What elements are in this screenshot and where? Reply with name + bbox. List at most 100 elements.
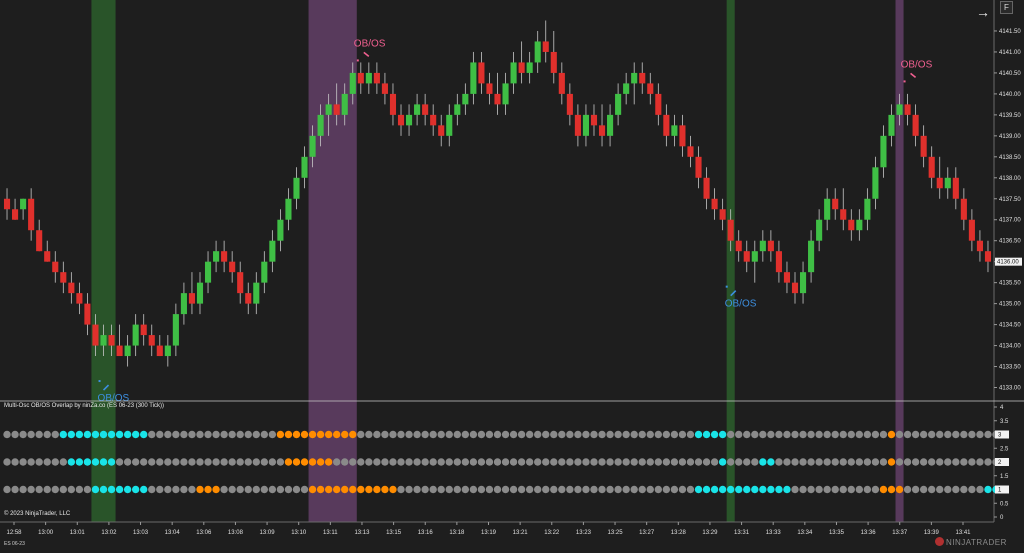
oscillator-dot [509, 485, 518, 494]
flag-button[interactable]: F [1000, 1, 1013, 14]
candle-body [148, 335, 155, 346]
oscillator-dot [847, 430, 855, 439]
row-level-box [995, 485, 1009, 494]
candle [631, 62, 638, 105]
copyright-text: © 2023 NinjaTrader, LLC [4, 511, 71, 517]
candle-body [502, 83, 509, 105]
candle-body [598, 125, 606, 136]
oscillator-dot [646, 430, 654, 439]
candle-body [277, 219, 284, 241]
oscillator-dot [180, 485, 188, 494]
oscillator-dot [694, 458, 703, 466]
oscillator-dot [123, 430, 132, 439]
candle-body [494, 93, 501, 105]
oscillator-dot [919, 430, 928, 439]
candle [84, 293, 91, 336]
oscillator-dot [911, 485, 920, 494]
oscillator-dot [887, 458, 896, 466]
candle-body [108, 335, 115, 346]
oscillator-dot [172, 485, 180, 494]
time-tick-label: 13:06 [196, 530, 212, 536]
oscillator-dot [268, 458, 277, 466]
candle [245, 282, 252, 315]
price-tick-label: 4136.50 [999, 239, 1021, 245]
ob-os-zone-0 [91, 0, 116, 522]
oscillator-dot [654, 485, 663, 494]
oscillator-dot [542, 485, 550, 494]
candle [188, 272, 196, 315]
oscillator-dot [252, 430, 260, 439]
candle-body [526, 62, 533, 73]
candle-body [269, 240, 276, 262]
annotation-arrow [363, 51, 370, 58]
ob-os-zone-1 [308, 0, 357, 522]
candle [261, 251, 268, 294]
time-tick-label: 13:36 [861, 530, 877, 536]
ob-os-zone-2 [726, 0, 735, 522]
candle-body [301, 156, 308, 178]
candle [229, 251, 236, 283]
oscillator-dot [791, 430, 799, 439]
oscillator-dot [308, 430, 317, 439]
candle [775, 240, 782, 283]
oscillator-dot [807, 485, 815, 494]
oscillator-dot [413, 430, 421, 439]
oscillator-dot [324, 430, 333, 439]
oscillator-dot [871, 458, 880, 466]
oscillator-dot [156, 485, 164, 494]
row-level-label: 1 [998, 488, 1002, 494]
candle [550, 30, 557, 84]
arrow-right-icon[interactable]: → [976, 4, 990, 20]
candle [976, 230, 983, 262]
oscillator-dot [670, 430, 679, 439]
oscillator-dot [815, 485, 823, 494]
oscillator-dot [308, 458, 317, 466]
oscillator-dot [735, 458, 743, 466]
oscillator-dot [91, 485, 100, 494]
oscillator-dot [815, 458, 823, 466]
candle [164, 335, 171, 367]
candle-body [116, 345, 123, 357]
candle-body [196, 282, 204, 304]
candle [397, 104, 405, 136]
candle-body [405, 114, 413, 126]
candle [237, 261, 244, 304]
oscillator-dot [903, 430, 912, 439]
oscillator-dot [638, 458, 646, 466]
oscillator-dot [670, 458, 679, 466]
oscillator-dot [140, 458, 148, 466]
time-tick-label: 13:03 [133, 530, 149, 536]
oscillator-dot [83, 430, 92, 439]
candle-body [446, 114, 453, 136]
oscillator-dot [357, 485, 365, 494]
candle-body [775, 251, 782, 273]
oscillator-dot [871, 430, 880, 439]
candle-body [639, 72, 646, 84]
oscillator-dot [855, 458, 864, 466]
oscillator-dot [477, 485, 486, 494]
oscillator-dot [976, 458, 984, 466]
oscillator-dot [775, 485, 783, 494]
oscillator-dot [429, 485, 437, 494]
oscillator-dot [228, 430, 236, 439]
candle-body [904, 104, 911, 115]
oscillator-dot [919, 458, 928, 466]
candle-body [574, 114, 581, 136]
candle [438, 114, 445, 147]
oscillator-dot [895, 430, 904, 439]
oscillator-dot [437, 458, 445, 466]
candle-body [912, 114, 919, 136]
oscillator-dot [461, 458, 470, 466]
candle [28, 188, 35, 241]
oscillator-dot [735, 430, 743, 439]
candle-body [438, 125, 445, 136]
oscillator-dot [276, 485, 285, 494]
candle-body [140, 324, 147, 336]
candle-body [325, 104, 332, 115]
oscillator-dot [566, 430, 574, 439]
oscillator-dot [944, 485, 952, 494]
oscillator-dot [501, 430, 510, 439]
time-tick-label: 13:19 [481, 530, 497, 536]
